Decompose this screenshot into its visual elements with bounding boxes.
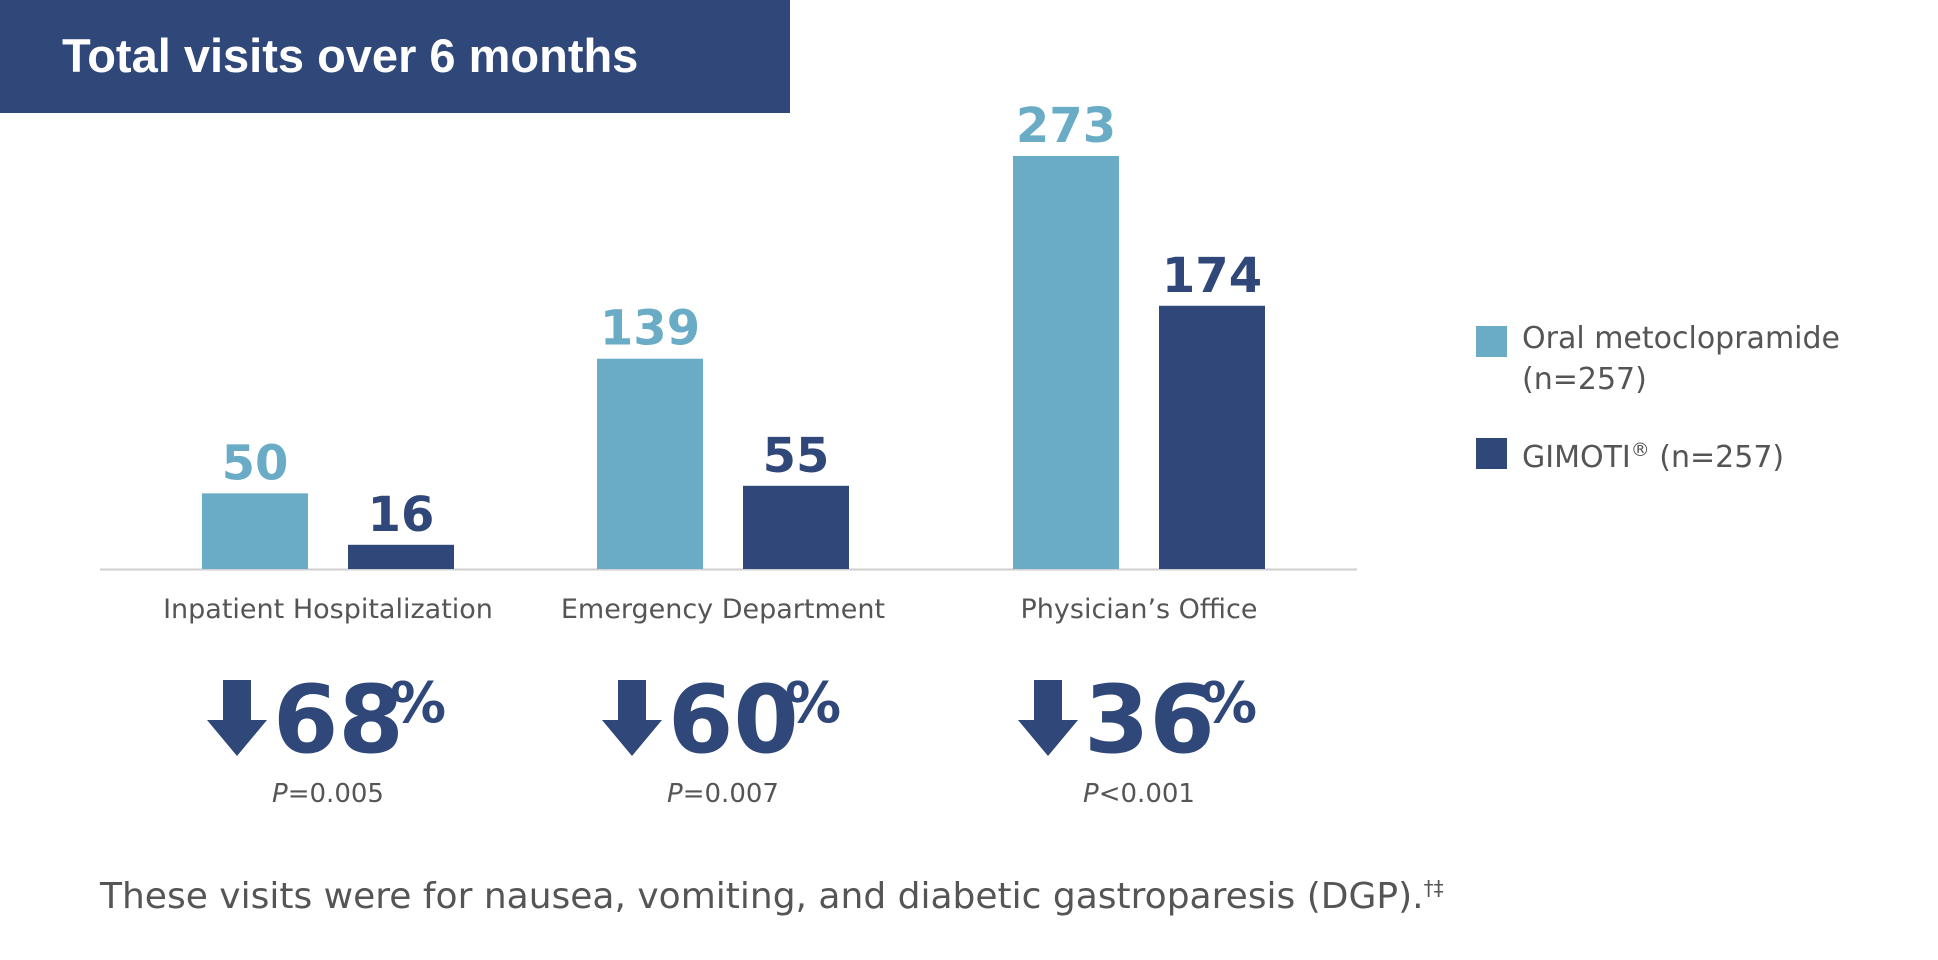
legend-swatch-oral	[1476, 326, 1507, 357]
title-banner: Total visits over 6 months	[0, 0, 790, 113]
down-arrow-icon	[602, 680, 662, 756]
p-value: P<0.001	[1083, 779, 1195, 809]
bar-oral-0	[202, 493, 308, 569]
bar-oral-1	[597, 358, 703, 569]
bar-gimoti-2	[1159, 305, 1265, 569]
percent-sign: %	[390, 671, 446, 736]
percent-reduction: 36	[1084, 666, 1215, 775]
chart-title: Total visits over 6 months	[62, 29, 639, 82]
percent-sign: %	[785, 671, 841, 736]
data-label: 139	[600, 301, 700, 357]
p-value: P=0.007	[667, 779, 779, 809]
data-label: 50	[222, 435, 289, 491]
bar-oral-2	[1013, 156, 1119, 569]
data-label: 55	[763, 428, 830, 484]
legend: Oral metoclopramide (n=257) GIMOTI® (n=25…	[1476, 318, 1916, 508]
category-label: Inpatient Hospitalization	[163, 594, 493, 625]
down-arrow-icon	[207, 680, 267, 756]
legend-swatch-gimoti	[1476, 438, 1507, 469]
legend-item-oral: Oral metoclopramide (n=257)	[1476, 318, 1916, 400]
percent-sign: %	[1201, 671, 1257, 736]
data-label: 16	[368, 487, 435, 543]
category-label: Physician’s Office	[1021, 594, 1258, 625]
p-value: P=0.005	[272, 779, 384, 809]
data-label: 273	[1016, 98, 1116, 154]
data-label: 174	[1162, 248, 1262, 304]
legend-item-gimoti: GIMOTI® (n=257)	[1476, 430, 1916, 478]
legend-label-oral: Oral metoclopramide (n=257)	[1522, 321, 1841, 397]
down-arrow-icon	[1018, 680, 1078, 756]
footnote-mark: †‡	[1423, 876, 1444, 900]
footnote-text: These visits were for nausea, vomiting, …	[100, 876, 1424, 917]
category-label: Emergency Department	[561, 594, 885, 625]
bar-gimoti-0	[348, 544, 454, 569]
bar-gimoti-1	[743, 485, 849, 569]
legend-label-gimoti: GIMOTI® (n=257)	[1522, 439, 1785, 475]
footnote: These visits were for nausea, vomiting, …	[100, 876, 1444, 917]
percent-reduction: 68	[273, 666, 404, 775]
percent-reduction: 60	[668, 666, 799, 775]
